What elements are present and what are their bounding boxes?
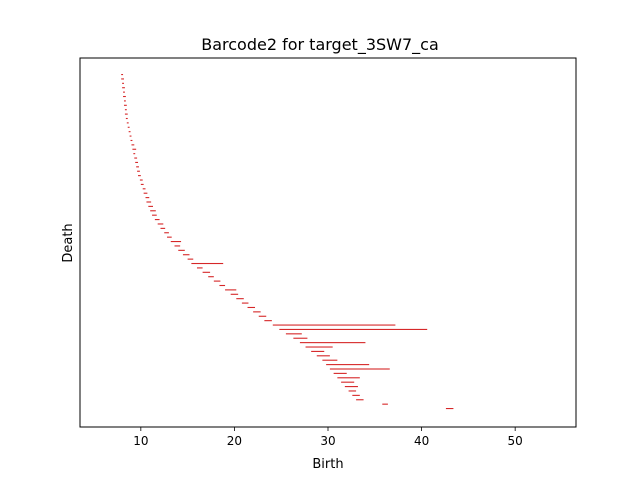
- barcode-bar: [138, 175, 141, 177]
- barcode-bar: [133, 153, 136, 155]
- barcode-bar: [137, 170, 140, 172]
- barcode-bar: [134, 157, 138, 159]
- barcode-bar: [264, 320, 272, 322]
- barcode-bar: [333, 372, 347, 374]
- barcode-bar: [279, 328, 428, 330]
- barcode-bar: [174, 245, 181, 247]
- barcode-bar: [178, 249, 185, 251]
- barcode-bar: [125, 117, 128, 120]
- barcode-bar: [130, 139, 133, 142]
- barcode-bar: [322, 359, 338, 361]
- barcode-bar: [187, 258, 194, 260]
- barcode-bar: [126, 122, 129, 124]
- barcode-bar: [316, 355, 330, 357]
- barcode-bar: [311, 350, 325, 352]
- barcode-bar: [122, 87, 125, 89]
- barcode-bar: [202, 271, 211, 273]
- barcode-bar: [145, 197, 150, 199]
- x-axis-ticks: 10 20 30 40 50: [133, 427, 523, 448]
- barcode-bar: [230, 293, 239, 295]
- barcode-bar: [167, 236, 172, 238]
- x-tick-label: 30: [320, 434, 335, 448]
- x-tick-label: 50: [508, 434, 523, 448]
- x-tick-label: 20: [227, 434, 242, 448]
- barcode-bar: [352, 394, 360, 396]
- barcode-bar: [356, 399, 364, 401]
- barcode-bar: [341, 381, 355, 383]
- barcode-bar: [272, 324, 396, 326]
- barcode-bar: [182, 254, 190, 256]
- barcode-bar: [139, 179, 143, 181]
- barcode-bar: [123, 104, 127, 106]
- barcode-bar: [293, 337, 308, 339]
- barcode-bar: [247, 306, 256, 309]
- barcode-bar: [148, 205, 153, 207]
- barcode-bar: [150, 210, 156, 212]
- barcode-bar: [348, 390, 357, 392]
- barcode-bar: [258, 315, 267, 317]
- barcode-bar: [329, 368, 390, 370]
- barcode-bar: [154, 219, 160, 221]
- barcode-bar: [344, 386, 358, 388]
- barcode-bar: [122, 82, 124, 84]
- barcode-bar: [236, 298, 244, 300]
- barcode-bar: [164, 232, 169, 234]
- barcode-bar: [123, 95, 126, 98]
- barcode-bar: [160, 227, 166, 229]
- barcode-bar: [382, 403, 388, 405]
- barcode-bar: [213, 280, 221, 282]
- barcode-bar: [208, 276, 214, 278]
- barcode-bar: [157, 223, 164, 225]
- barcode-bar: [253, 311, 261, 313]
- barcode-bar: [121, 78, 124, 80]
- barcode-bar: [191, 262, 224, 265]
- barcode-bar: [136, 166, 139, 168]
- barcode-bar: [129, 135, 132, 137]
- barcode-bar: [146, 201, 152, 203]
- x-tick-label: 40: [414, 434, 429, 448]
- bars-layer: [121, 74, 454, 410]
- chart-title: Barcode2 for target_3SW7_ca: [201, 35, 439, 55]
- barcode-bar: [225, 289, 237, 291]
- barcode-bar: [285, 333, 302, 335]
- plot-frame: [79, 57, 577, 428]
- barcode-bar: [135, 161, 139, 163]
- barcode-bar: [132, 148, 137, 150]
- barcode-bar: [170, 241, 182, 243]
- barcode-bar: [121, 74, 124, 76]
- barcode-bar: [140, 183, 144, 185]
- barcode-bar: [299, 342, 366, 344]
- barcode-bar: [326, 364, 370, 366]
- barcode-bar: [219, 284, 226, 287]
- barcode-bar: [127, 126, 130, 128]
- barcode-bar: [128, 131, 131, 133]
- barcode-bar: [337, 377, 360, 379]
- barcode-bar: [142, 188, 146, 190]
- barcode-bar: [124, 109, 127, 111]
- barcode-bar: [143, 192, 148, 194]
- barcode-bar: [241, 302, 249, 304]
- barcode-bar: [123, 100, 126, 102]
- y-axis-label: Death: [61, 223, 76, 262]
- x-axis-label: Birth: [312, 457, 343, 472]
- barcode-bar: [152, 214, 157, 216]
- x-tick-label: 10: [133, 434, 148, 448]
- barcode-bar: [445, 408, 454, 410]
- barcode-bar: [305, 346, 333, 348]
- barcode-bar: [124, 113, 128, 115]
- barcode-bar: [196, 267, 203, 269]
- barcode-bar: [131, 144, 135, 146]
- barcode-bar: [123, 91, 125, 93]
